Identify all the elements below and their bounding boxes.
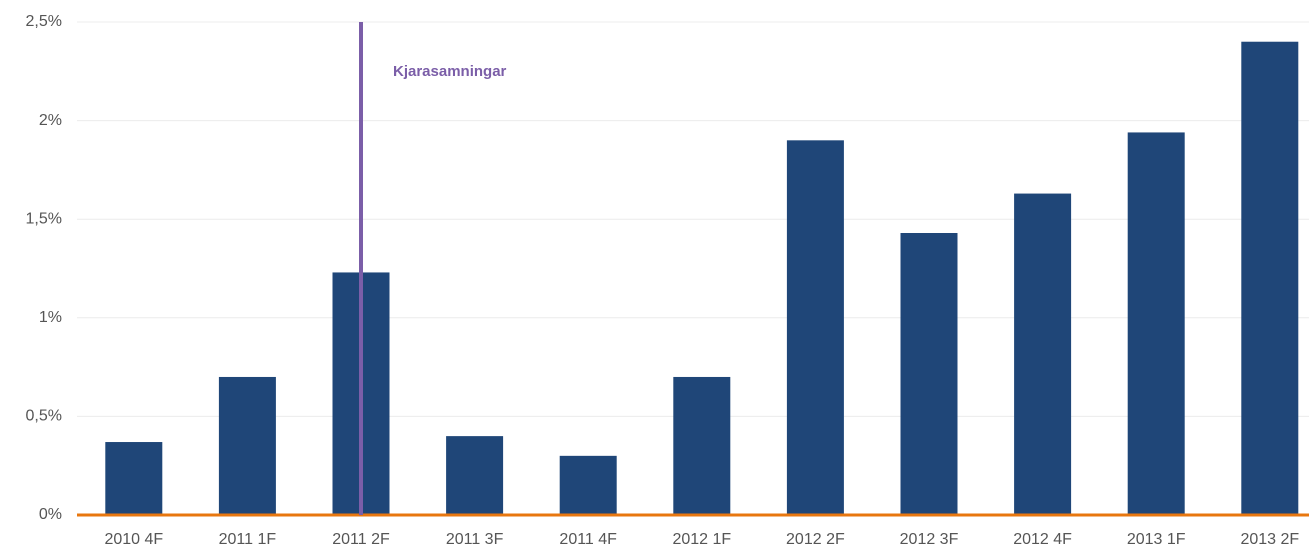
bar	[1014, 193, 1072, 515]
x-tick-label: 2010 4F	[104, 531, 163, 548]
bar	[900, 233, 958, 515]
x-tick-label: 2011 1F	[219, 531, 277, 548]
bar	[105, 442, 163, 515]
x-tick-label: 2011 2F	[332, 531, 390, 548]
bar	[786, 140, 844, 515]
y-tick-label: 2,5%	[26, 13, 62, 30]
x-tick-label: 2011 3F	[446, 531, 504, 548]
bar	[673, 376, 731, 515]
x-tick-label: 2011 4F	[559, 531, 617, 548]
bar	[1127, 132, 1185, 515]
x-tick-label: 2013 2F	[1240, 531, 1299, 548]
y-tick-label: 1%	[39, 309, 62, 326]
y-tick-label: 1,5%	[26, 210, 62, 227]
y-tick-label: 0%	[39, 506, 62, 523]
x-tick-label: 2012 1F	[672, 531, 731, 548]
y-tick-label: 2%	[39, 112, 62, 129]
y-tick-label: 0,5%	[26, 408, 62, 425]
x-tick-label: 2013 1F	[1127, 531, 1186, 548]
bar	[446, 436, 504, 515]
x-tick-label: 2012 2F	[786, 531, 845, 548]
annotation-label: Kjarasamningar	[393, 63, 507, 80]
bar	[218, 376, 276, 515]
bar	[1241, 41, 1299, 515]
x-tick-label: 2012 3F	[900, 531, 959, 548]
x-tick-label: 2012 4F	[1013, 531, 1072, 548]
bar	[559, 455, 617, 515]
